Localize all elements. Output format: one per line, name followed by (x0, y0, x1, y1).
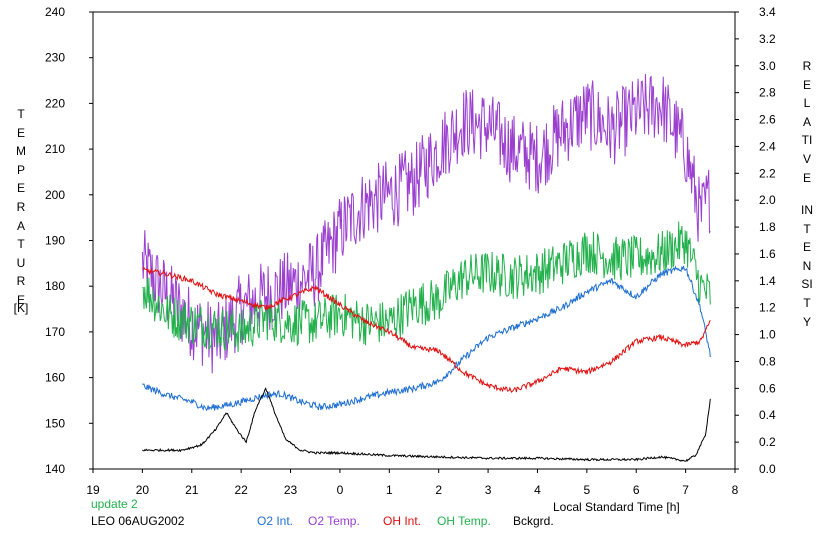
x-tick-label: 19 (86, 483, 100, 497)
y-right-tick-label: 0.2 (759, 435, 776, 449)
y-right-tick-label: 3.0 (759, 59, 776, 73)
station-date-label: LEO 06AUG2002 (91, 514, 185, 528)
y-right-tick-label: 1.8 (759, 220, 776, 234)
y-left-tick-label: 180 (45, 279, 65, 293)
y-left-label: TEMPERATURE (16, 107, 26, 307)
y-right-tick-label: 1.0 (759, 328, 776, 342)
x-tick-label: 1 (386, 483, 393, 497)
legend-item: OH Temp. (437, 514, 491, 528)
y-left-tick-label: 210 (45, 142, 65, 156)
y-right-tick-label: 1.6 (759, 247, 776, 261)
x-tick-label: 2 (435, 483, 442, 497)
y-right-label-line1: RELATIVE (801, 59, 813, 185)
y-right-tick-label: 3.4 (759, 5, 776, 19)
series-line-oh-temp (142, 221, 711, 353)
series-line-o2-int (142, 265, 711, 412)
legend-item: O2 Int. (257, 514, 294, 528)
update-label: update 2 (91, 497, 138, 511)
x-tick-label: 0 (337, 483, 344, 497)
series-group (141, 73, 711, 462)
x-tick-label: 8 (732, 483, 739, 497)
y-right-tick-label: 2.6 (759, 113, 776, 127)
y-left-tick-label: 190 (45, 234, 65, 248)
x-tick-label: 5 (584, 483, 591, 497)
x-tick-label: 21 (185, 483, 199, 497)
y-left-tick-label: 240 (45, 5, 65, 19)
x-tick-label: 20 (136, 483, 150, 497)
series-line-o2-temp (141, 73, 711, 374)
x-tick-label: 4 (534, 483, 541, 497)
series-line-bckgrd (142, 387, 711, 462)
y-left-unit: [K] (13, 301, 29, 315)
y-right-tick-label: 1.4 (759, 274, 776, 288)
y-left-tick-label: 150 (45, 416, 65, 430)
y-right-tick-label: 0.8 (759, 354, 776, 368)
y-left-tick-label: 230 (45, 51, 65, 65)
y-right-tick-label: 2.2 (759, 166, 776, 180)
legend-item: Bckgrd. (513, 514, 554, 528)
legend-item: OH Int. (383, 514, 422, 528)
y-right-label-line2: INTENSITY (801, 203, 813, 329)
y-right-tick-label: 2.8 (759, 86, 776, 100)
y-right-tick-label: 0.4 (759, 408, 776, 422)
series-line-oh-int (142, 266, 711, 393)
x-axis-label: Local Standard Time [h] (553, 500, 680, 514)
y-right-tick-label: 2.0 (759, 193, 776, 207)
y-left-tick-label: 160 (45, 371, 65, 385)
legend-item: O2 Temp. (308, 514, 360, 528)
ticks: 19 20 21 22 23 0 1 2 3 4 5 6 7 8140150160170180190200… (45, 5, 776, 497)
x-tick-label: 6 (633, 483, 640, 497)
x-tick-label: 3 (485, 483, 492, 497)
y-right-tick-label: 1.2 (759, 301, 776, 315)
x-tick-label: 22 (234, 483, 248, 497)
x-tick-label: 23 (284, 483, 298, 497)
y-left-tick-label: 220 (45, 96, 65, 110)
y-right-tick-label: 0.0 (759, 462, 776, 476)
x-tick-label: 7 (682, 483, 689, 497)
y-left-tick-label: 140 (45, 462, 65, 476)
y-right-tick-label: 0.6 (759, 381, 776, 395)
y-right-tick-label: 2.4 (759, 139, 776, 153)
y-left-tick-label: 200 (45, 188, 65, 202)
y-left-tick-label: 170 (45, 325, 65, 339)
y-right-tick-label: 3.2 (759, 32, 776, 46)
